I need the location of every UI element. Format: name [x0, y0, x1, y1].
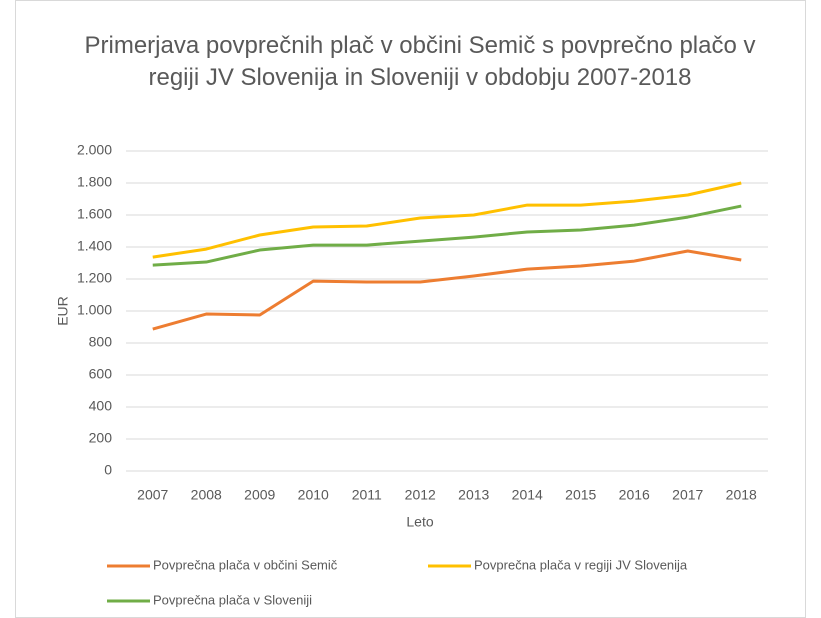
- legend-label: Povprečna plača v Sloveniji: [153, 592, 312, 607]
- y-tick-label: 400: [89, 398, 113, 414]
- y-tick-label: 1.800: [77, 174, 112, 190]
- line-series: [152, 249, 742, 331]
- chart-title: Primerjava povprečnih plač v občini Semi…: [84, 32, 756, 91]
- x-tick-label: 2010: [298, 487, 329, 503]
- y-tick-label: 600: [89, 366, 113, 382]
- legend-label: Povprečna plača v regiji JV Slovenija: [474, 557, 688, 572]
- x-tick-label: 2009: [244, 487, 275, 503]
- x-tick-label: 2016: [619, 487, 650, 503]
- x-tick-label: 2017: [672, 487, 703, 503]
- line-series: [152, 204, 742, 267]
- x-tick-label: 2011: [352, 487, 382, 503]
- x-tick-label: 2018: [726, 487, 757, 503]
- y-tick-label: 1.200: [77, 270, 112, 286]
- y-tick-label: 1.400: [77, 238, 112, 254]
- y-tick-label: 0: [104, 462, 112, 478]
- y-tick-label: 1.000: [77, 302, 112, 318]
- chart-border: [15, 0, 806, 618]
- line-series: [152, 181, 742, 259]
- y-tick-label: 1.600: [77, 206, 112, 222]
- y-tick-label: 2.000: [77, 142, 112, 158]
- x-tick-label: 2013: [458, 487, 489, 503]
- y-axis-label: EUR: [55, 296, 71, 326]
- x-tick-label: 2007: [137, 487, 168, 503]
- y-tick-label: 800: [89, 334, 113, 350]
- x-axis-label: Leto: [406, 514, 433, 530]
- x-tick-label: 2008: [191, 487, 222, 503]
- x-tick-label: 2012: [405, 487, 436, 503]
- legend-label: Povprečna plača v občini Semič: [153, 557, 338, 572]
- y-tick-label: 200: [89, 430, 113, 446]
- x-tick-label: 2015: [565, 487, 596, 503]
- x-tick-label: 2014: [512, 487, 543, 503]
